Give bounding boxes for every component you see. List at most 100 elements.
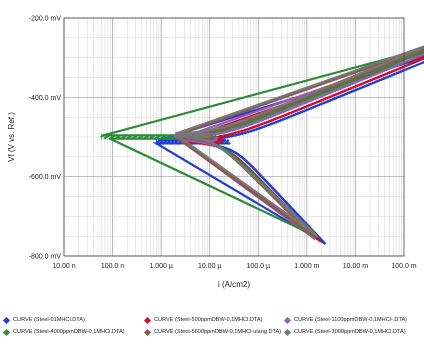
legend-item: CURVE (Steel-5600ppmDBW-0,1MHCl-ulang.DT… bbox=[143, 328, 281, 336]
data-point bbox=[376, 71, 380, 75]
data-point bbox=[304, 221, 308, 225]
y-tick-label: -600.0 mV bbox=[29, 174, 62, 181]
data-point bbox=[300, 95, 304, 99]
data-point bbox=[373, 80, 377, 84]
data-point bbox=[396, 67, 400, 71]
data-point bbox=[260, 122, 264, 126]
data-point bbox=[397, 70, 401, 75]
data-point bbox=[295, 101, 299, 106]
data-point bbox=[206, 139, 210, 144]
data-point bbox=[366, 70, 371, 74]
data-point bbox=[399, 70, 403, 74]
data-point bbox=[250, 115, 254, 119]
data-point bbox=[319, 238, 324, 242]
data-point bbox=[359, 75, 363, 79]
y-axis-label: Vf (V vs. Ref.) bbox=[7, 112, 16, 162]
data-point bbox=[278, 118, 283, 123]
data-point bbox=[263, 178, 267, 182]
x-tick-label: 10.00 µ bbox=[198, 263, 222, 270]
y-tick-label: -800.0 mV bbox=[29, 254, 62, 261]
data-point bbox=[339, 79, 343, 84]
data-point bbox=[296, 111, 300, 116]
data-point bbox=[257, 126, 261, 130]
data-point bbox=[241, 119, 245, 123]
data-point bbox=[306, 226, 311, 230]
data-point bbox=[277, 198, 281, 202]
data-point bbox=[245, 127, 249, 131]
data-point bbox=[358, 83, 362, 87]
data-point bbox=[263, 178, 268, 183]
x-tick-label: 100.0 n bbox=[101, 263, 124, 270]
data-point bbox=[286, 202, 290, 206]
data-point bbox=[285, 101, 289, 105]
legend-label: CURVE (Steel-01MHCl.DTA) bbox=[13, 317, 85, 323]
legend-marker bbox=[143, 316, 152, 324]
data-point bbox=[262, 117, 266, 122]
data-point bbox=[283, 117, 287, 121]
data-point bbox=[374, 69, 378, 73]
data-point bbox=[317, 99, 321, 103]
data-point bbox=[265, 180, 269, 184]
data-point bbox=[326, 87, 330, 91]
data-point bbox=[221, 125, 226, 129]
data-point bbox=[277, 105, 281, 109]
data-point bbox=[140, 134, 144, 138]
data-point bbox=[294, 112, 298, 116]
data-point bbox=[381, 67, 385, 71]
data-point bbox=[279, 202, 284, 207]
data-point bbox=[304, 223, 308, 227]
data-point bbox=[266, 188, 271, 192]
data-point bbox=[257, 171, 261, 176]
data-point bbox=[341, 78, 345, 83]
data-point bbox=[318, 239, 322, 243]
data-point bbox=[317, 103, 322, 107]
data-point bbox=[283, 204, 287, 208]
data-point bbox=[288, 107, 292, 111]
data-point bbox=[280, 108, 284, 112]
y-tick-label: -400.0 mV bbox=[29, 95, 62, 102]
data-point bbox=[267, 119, 271, 124]
data-point bbox=[310, 102, 315, 106]
data-point bbox=[371, 81, 375, 85]
data-point bbox=[306, 224, 310, 228]
data-point bbox=[315, 100, 319, 104]
data-point bbox=[280, 203, 284, 208]
data-point bbox=[225, 130, 229, 134]
data-point bbox=[345, 88, 349, 92]
data-point bbox=[364, 69, 369, 73]
data-point bbox=[328, 98, 332, 103]
data-point bbox=[279, 104, 283, 108]
data-point bbox=[303, 222, 307, 226]
data-point bbox=[286, 108, 290, 112]
data-point bbox=[227, 123, 232, 127]
data-point bbox=[321, 98, 325, 102]
data-point bbox=[163, 134, 167, 138]
legend-item: CURVE (Steel-4000ppmDBW-0,1MHCl.DTA) bbox=[2, 328, 125, 336]
data-point bbox=[302, 221, 306, 226]
data-point bbox=[285, 116, 289, 120]
x-tick-label: 10.00 n bbox=[52, 263, 75, 270]
data-point bbox=[312, 235, 317, 239]
data-point bbox=[284, 106, 288, 110]
data-point bbox=[245, 117, 250, 121]
data-point bbox=[234, 131, 238, 135]
data-point bbox=[288, 205, 292, 209]
data-point bbox=[371, 73, 376, 77]
data-point bbox=[311, 234, 316, 238]
data-point bbox=[373, 77, 377, 81]
data-point bbox=[289, 205, 293, 210]
data-point bbox=[267, 190, 271, 194]
data-point bbox=[255, 124, 259, 128]
data-point bbox=[234, 127, 239, 131]
data-point bbox=[113, 133, 117, 137]
data-point bbox=[287, 102, 291, 107]
data-point bbox=[255, 120, 259, 124]
data-point bbox=[371, 68, 375, 73]
data-point bbox=[289, 104, 293, 108]
data-point bbox=[312, 231, 316, 235]
data-point bbox=[297, 103, 301, 108]
x-tick-label: 1.000 m bbox=[294, 263, 319, 270]
data-point bbox=[254, 177, 259, 181]
data-point bbox=[281, 118, 285, 122]
data-point bbox=[322, 240, 326, 245]
